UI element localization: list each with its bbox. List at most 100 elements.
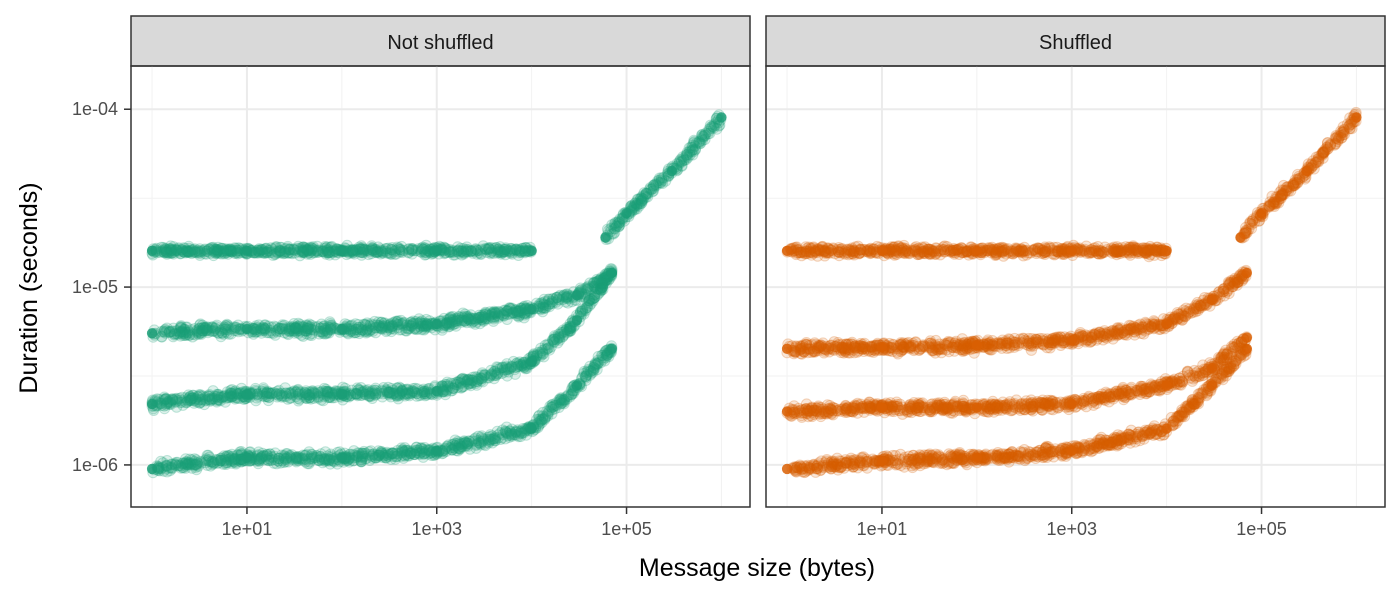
data-point: [555, 398, 567, 410]
data-point: [219, 320, 232, 332]
data-point: [553, 394, 565, 406]
data-point: [404, 447, 416, 460]
data-point: [257, 450, 269, 462]
data-point: [578, 365, 590, 378]
data-point: [485, 364, 497, 377]
data-point: [170, 459, 182, 472]
data-point: [550, 333, 563, 346]
data-point: [591, 357, 603, 370]
data-point: [191, 458, 203, 470]
data-point: [466, 377, 478, 389]
data-point: [413, 447, 425, 459]
data-point: [158, 400, 171, 412]
data-point: [192, 460, 205, 472]
data-point: [512, 360, 524, 372]
data-point: [170, 458, 182, 470]
data-point: [166, 393, 179, 405]
data-point: [241, 245, 253, 256]
data-point: [579, 370, 592, 383]
data-point: [357, 447, 369, 460]
data-point: [533, 416, 545, 428]
data-point: [180, 460, 192, 472]
data-point: [395, 450, 407, 462]
data-point: [375, 445, 388, 458]
data-point: [199, 395, 211, 407]
data-point: [292, 383, 304, 396]
data-point: [505, 429, 517, 441]
data-point: [227, 454, 239, 466]
data-point: [161, 459, 173, 472]
data-point: [289, 247, 301, 259]
data-point: [212, 390, 224, 402]
data-point: [366, 450, 379, 462]
data-point: [175, 460, 187, 472]
data-point: [384, 386, 396, 398]
data-point: [181, 457, 193, 469]
data-point: [526, 304, 537, 315]
data-point: [251, 449, 264, 461]
data-point: [506, 428, 518, 441]
data-point: [409, 322, 421, 334]
data-point: [393, 387, 406, 399]
data-point: [202, 449, 215, 462]
data-point: [161, 396, 173, 408]
data-point: [351, 389, 364, 402]
data-point: [594, 283, 606, 295]
data-point: [260, 390, 272, 402]
data-point: [594, 283, 606, 295]
data-point: [377, 451, 389, 464]
data-point: [526, 423, 537, 434]
data-point: [418, 383, 430, 395]
data-point: [184, 459, 197, 471]
data-point: [558, 393, 571, 406]
data-point: [274, 388, 286, 401]
data-point: [462, 437, 474, 449]
data-point: [578, 367, 590, 380]
data-point: [473, 437, 485, 449]
data-point: [416, 443, 428, 455]
data-point: [311, 451, 323, 464]
data-point: [166, 461, 178, 474]
data-point: [212, 388, 225, 401]
data-point: [594, 282, 606, 294]
data-point: [208, 457, 220, 469]
data-point: [268, 450, 281, 463]
data-point: [225, 455, 238, 468]
data-point: [494, 427, 506, 439]
data-point: [546, 408, 558, 420]
data-point: [449, 437, 461, 450]
data-point: [265, 387, 277, 400]
data-point: [449, 440, 461, 452]
data-point: [191, 456, 203, 468]
data-point: [186, 457, 199, 470]
data-point: [182, 395, 194, 407]
data-point: [271, 457, 283, 470]
data-point: [556, 397, 569, 409]
data-point: [284, 387, 297, 399]
data-point: [279, 450, 291, 462]
data-point: [253, 453, 265, 465]
data-point: [621, 208, 632, 219]
data-point: [580, 304, 592, 316]
data-point: [365, 390, 377, 402]
data-point: [458, 437, 470, 450]
data-point: [201, 449, 213, 462]
data-point: [146, 463, 158, 475]
data-point: [299, 456, 312, 468]
data-point: [317, 322, 330, 334]
data-point: [290, 453, 303, 465]
data-point: [459, 436, 471, 449]
data-point: [583, 294, 596, 307]
data-point: [380, 384, 393, 397]
data-point: [914, 459, 926, 472]
data-point: [861, 455, 874, 467]
data-point: [400, 388, 412, 400]
data-point: [501, 358, 513, 370]
data-point: [203, 389, 216, 401]
data-point: [279, 246, 291, 259]
data-point: [555, 394, 567, 406]
data-point: [431, 385, 442, 397]
data-point: [513, 427, 526, 439]
data-point: [464, 378, 476, 390]
data-point: [449, 440, 461, 452]
